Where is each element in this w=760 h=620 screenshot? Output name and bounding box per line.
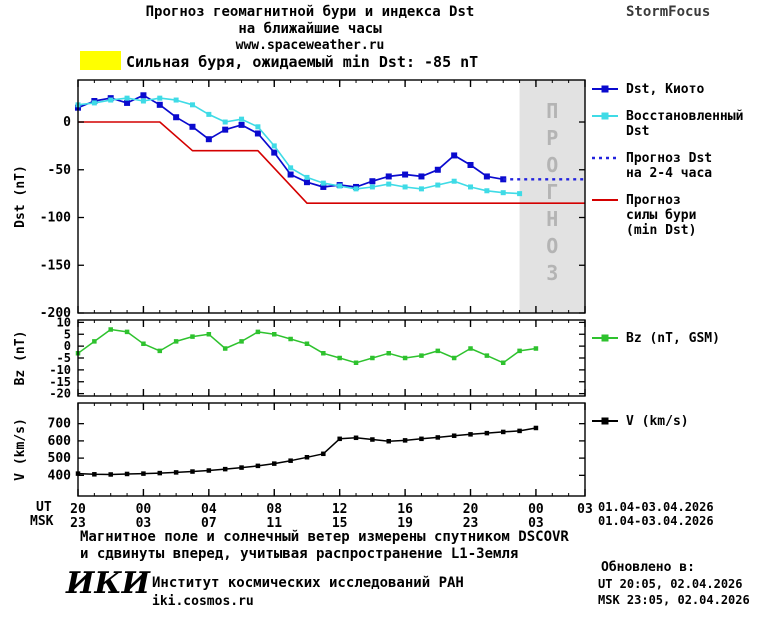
brand-label: StormFocus: [626, 4, 711, 20]
x-tick-label-ut: 20: [70, 502, 86, 517]
x-tick-label-ut: 03: [577, 502, 593, 517]
storm-alert-text: Сильная буря, ожидаемый min Dst: -85 nT: [126, 53, 479, 71]
legend-bz: Bz (nT, GSM): [590, 331, 760, 358]
legend-item: Прогноз Dst на 2-4 часа: [590, 151, 760, 181]
legend-item: V (km/s): [590, 414, 760, 429]
y-tick-label: 5: [64, 327, 71, 341]
y-tick-label: -50: [48, 163, 72, 178]
msk-axis-label: MSK: [30, 514, 54, 529]
forecast-band-label-char: О: [546, 234, 558, 258]
y-tick-label: -15: [49, 375, 71, 389]
x-tick-label-ut: 08: [266, 502, 282, 517]
y-tick-label: -150: [40, 258, 71, 273]
forecast-band-label-char: Г: [546, 180, 558, 204]
y-tick-label: 700: [48, 417, 72, 432]
y-tick-label: 600: [48, 434, 72, 449]
y-tick-label: 400: [48, 468, 72, 483]
storm-level-swatch: [80, 51, 121, 70]
legend-item: Dst, Киото: [590, 82, 760, 97]
iki-logo: ИКИ: [66, 566, 150, 601]
y-tick-label: -10: [49, 363, 71, 377]
legend-item: Прогноз силы бури (min Dst): [590, 193, 760, 238]
x-tick-label-msk: 03: [528, 516, 544, 531]
x-tick-label-ut: 04: [201, 502, 217, 517]
forecast-band-label-char: О: [546, 153, 558, 177]
y-tick-label: 500: [48, 451, 72, 466]
legend-label: Bz (nT, GSM): [626, 331, 720, 346]
x-tick-label-ut: 16: [397, 502, 413, 517]
legend-label: Dst, Киото: [626, 82, 705, 97]
x-tick-label-msk: 07: [201, 516, 217, 531]
x-tick-label-msk: 23: [70, 516, 86, 531]
x-tick-label-msk: 15: [332, 516, 348, 531]
footer-note-line1: Магнитное поле и солнечный ветер измерен…: [80, 529, 569, 545]
legend-swatch-icon: [592, 334, 618, 342]
page-subtitle: на ближайшие часы: [238, 21, 382, 37]
legend-item: Bz (nT, GSM): [590, 331, 760, 346]
plot-box: [77, 79, 586, 314]
x-tick-label-ut: 00: [528, 502, 544, 517]
y-axis-title: V (km/s): [13, 418, 28, 481]
series-dst-kyoto: [75, 92, 507, 190]
legend-label: V (km/s): [626, 414, 689, 429]
x-tick-label-msk: 19: [397, 516, 413, 531]
x-tick-label-ut: 20: [463, 502, 479, 517]
legend-swatch-icon: [592, 85, 618, 93]
legend-swatch-icon: [592, 199, 618, 201]
series-dst-recovered: [75, 95, 523, 197]
x-tick-label-ut: 00: [136, 502, 152, 517]
legend-main: Dst, Киото Восстановленный Dst Прогноз Dst н…: [590, 82, 760, 250]
y-tick-label: -20: [49, 387, 71, 401]
legend-v: V (km/s): [590, 414, 760, 441]
y-tick-label: -5: [57, 351, 71, 365]
series-bz: [75, 327, 539, 365]
date-range-ut: 01.04-03.04.2026: [598, 500, 714, 514]
date-range-msk: 01.04-03.04.2026: [598, 514, 714, 528]
site-url: www.spaceweather.ru: [235, 38, 385, 53]
forecast-band: [519, 80, 585, 313]
forecast-band-label-char: П: [546, 99, 558, 123]
legend-label: Восстановленный Dst: [626, 109, 744, 139]
legend-label: Прогноз Dst на 2-4 часа: [626, 151, 713, 181]
institute-name: Институт космических исследований РАН: [152, 575, 464, 591]
y-tick-label: 0: [63, 115, 71, 130]
plot-box: [77, 402, 586, 497]
legend-swatch-icon: [592, 417, 618, 425]
forecast-band-label-char: Н: [546, 207, 558, 231]
series-v: [75, 425, 539, 477]
updated-time-ut: UT 20:05, 02.04.2026: [598, 577, 743, 591]
page-title: Прогноз геомагнитной бури и индекса Dst: [145, 4, 475, 20]
x-tick-label-msk: 03: [136, 516, 152, 531]
y-tick-label: 10: [57, 315, 71, 329]
y-axis-title: Dst (nT): [13, 165, 28, 228]
ut-axis-label: UT: [36, 500, 52, 515]
y-tick-label: 0: [64, 339, 71, 353]
forecast-band-label-char: З: [546, 261, 558, 285]
x-tick-label-msk: 11: [266, 516, 282, 531]
legend-item: Восстановленный Dst: [590, 109, 760, 139]
footer-note-line2: и сдвинуты вперед, учитывая распростране…: [80, 546, 519, 562]
x-tick-label-msk: 23: [463, 516, 479, 531]
legend-label: Прогноз силы бури (min Dst): [626, 193, 697, 238]
institute-site: iki.cosmos.ru: [152, 594, 254, 609]
updated-label: Обновлено в:: [601, 560, 695, 575]
x-tick-label-ut: 12: [332, 502, 348, 517]
y-axis-title: Bz (nT): [13, 331, 28, 386]
series-storm-forecast: [78, 121, 585, 204]
legend-swatch-icon: [592, 112, 618, 120]
legend-swatch-icon: [592, 156, 618, 160]
y-tick-label: -200: [40, 306, 71, 321]
forecast-band-label-char: Р: [546, 126, 558, 150]
updated-time-msk: MSK 23:05, 02.04.2026: [598, 593, 750, 607]
y-tick-label: -100: [40, 211, 71, 226]
